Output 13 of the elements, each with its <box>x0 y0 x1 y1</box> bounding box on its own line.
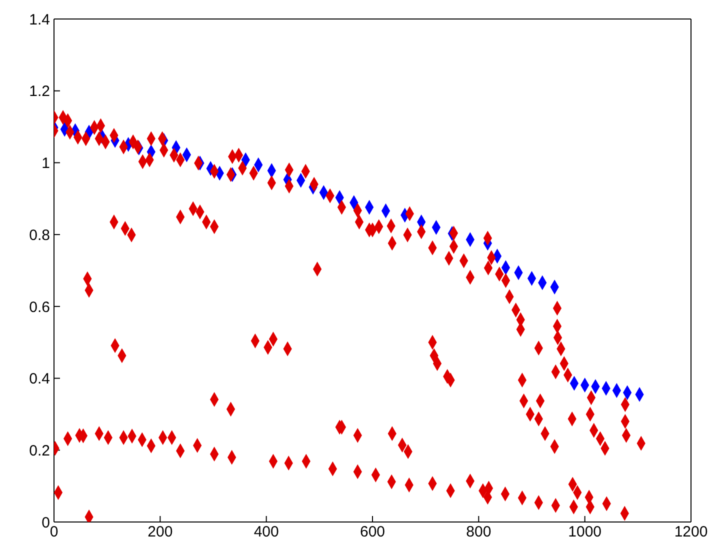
x-tick-label: 200 <box>148 524 173 541</box>
y-tick-label: 0.4 <box>29 370 50 388</box>
y-tick-label: 0.2 <box>29 442 50 460</box>
y-tick-label: 1.2 <box>29 83 50 100</box>
y-tick-label: 0.8 <box>29 226 50 244</box>
y-tick-label: 0.6 <box>29 298 50 316</box>
y-tick-label: 1 <box>42 155 50 172</box>
x-tick-label: 800 <box>466 524 492 541</box>
x-tick-label: 1200 <box>674 524 708 541</box>
x-tick-label: 1000 <box>568 524 602 541</box>
x-tick-label: 600 <box>360 524 386 541</box>
x-tick-label: 400 <box>254 524 279 541</box>
y-tick-label: 1.4 <box>29 11 50 28</box>
